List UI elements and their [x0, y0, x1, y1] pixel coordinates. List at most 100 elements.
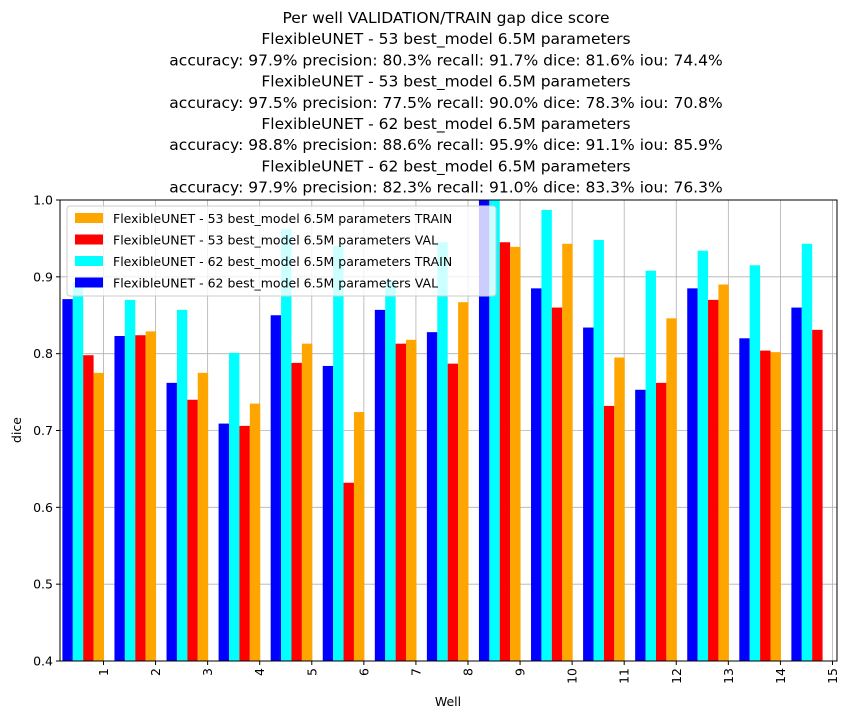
x-tick-label: 13 [721, 668, 736, 684]
x-axis-label: Well [435, 694, 461, 709]
bar [739, 338, 750, 661]
y-tick-label: 0.8 [33, 346, 53, 361]
bar [583, 327, 594, 661]
bar [812, 329, 823, 661]
legend-swatch [75, 213, 103, 223]
bar [635, 389, 646, 661]
x-tick-label: 8 [460, 668, 475, 676]
bar [562, 243, 573, 661]
x-tick-label: 6 [356, 668, 371, 676]
x-tick-label: 12 [669, 668, 684, 684]
y-axis-ticks: 0.4 0.5 0.6 0.7 0.8 0.9 1.0 [33, 193, 60, 669]
bar [239, 425, 250, 661]
x-tick-label: 1 [96, 668, 111, 676]
bar [301, 343, 313, 661]
x-tick-label: 14 [773, 668, 788, 684]
bar [708, 299, 719, 661]
bar [749, 265, 761, 661]
bar [489, 200, 500, 661]
bar [145, 331, 157, 661]
legend-box [66, 205, 497, 297]
title-line: FlexibleUNET - 62 best_model 6.5M parame… [261, 115, 630, 134]
bar [333, 246, 344, 661]
bar [135, 335, 146, 661]
title-line: FlexibleUNET - 62 best_model 6.5M parame… [261, 157, 630, 176]
x-tick-label: 3 [200, 668, 215, 676]
x-axis-ticks: 1 2 3 4 5 6 7 8 9 10 11 12 13 14 15 [96, 661, 840, 684]
y-tick-label: 0.6 [33, 500, 53, 515]
legend-swatch [75, 234, 103, 245]
bar [437, 242, 448, 661]
bar [666, 318, 677, 661]
bar [478, 200, 490, 661]
legend-swatch [75, 256, 103, 266]
bar [270, 315, 282, 661]
x-tick-label: 9 [513, 668, 528, 676]
bar [614, 357, 625, 661]
x-tick-label: 11 [617, 668, 632, 684]
bar [166, 382, 177, 661]
bar [176, 309, 188, 661]
bar [603, 405, 615, 661]
bar [687, 288, 698, 661]
y-tick-label: 1.0 [33, 193, 53, 208]
bar [697, 250, 709, 661]
bar [218, 423, 230, 661]
bar [801, 243, 813, 661]
bar [62, 299, 73, 661]
bar [541, 209, 552, 661]
bar [593, 239, 604, 661]
bar [791, 307, 802, 661]
y-tick-label: 0.4 [33, 654, 53, 669]
bar [72, 282, 84, 661]
bar [291, 362, 302, 661]
bar [385, 280, 396, 661]
legend-entry: FlexibleUNET - 62 best_model 6.5M parame… [113, 276, 438, 291]
bar [395, 343, 407, 661]
x-tick-label: 7 [408, 668, 423, 676]
legend-entry: FlexibleUNET - 62 best_model 6.5M parame… [113, 254, 452, 269]
bar [197, 372, 209, 661]
bar [249, 403, 261, 661]
bar [499, 242, 511, 661]
bar [426, 332, 438, 661]
title-line: FlexibleUNET - 53 best_model 6.5M parame… [261, 73, 630, 92]
title-line: FlexibleUNET - 53 best_model 6.5M parame… [261, 30, 630, 49]
bar [760, 350, 771, 661]
bar [458, 302, 469, 661]
bar [93, 372, 104, 661]
y-tick-label: 0.7 [33, 423, 53, 438]
bar [114, 335, 125, 661]
x-tick-label: 2 [148, 668, 163, 676]
legend-entry: FlexibleUNET - 53 best_model 6.5M parame… [113, 211, 452, 226]
title-line: accuracy: 98.8% precision: 88.6% recall:… [169, 136, 722, 154]
legend-swatch [75, 277, 103, 288]
y-tick-label: 0.9 [33, 269, 53, 284]
bar [551, 307, 563, 661]
y-axis-label: dice [9, 417, 24, 443]
y-tick-label: 0.5 [33, 577, 53, 592]
x-tick-label: 5 [304, 668, 319, 676]
bar [510, 246, 521, 661]
bar [770, 352, 781, 661]
bar [718, 284, 729, 661]
bar [83, 355, 94, 661]
bar [353, 412, 365, 661]
bar [531, 288, 542, 661]
bar [447, 363, 459, 661]
bar [374, 309, 386, 661]
title-line: accuracy: 97.5% precision: 77.5% recall:… [169, 94, 722, 112]
bar [343, 482, 354, 661]
title-line: accuracy: 97.9% precision: 80.3% recall:… [169, 51, 722, 69]
bar [281, 229, 292, 661]
bar [655, 382, 667, 661]
title-line: accuracy: 97.9% precision: 82.3% recall:… [169, 179, 722, 197]
bar [322, 365, 334, 661]
bars [62, 200, 823, 661]
bar [124, 299, 136, 661]
legend-entry: FlexibleUNET - 53 best_model 6.5M parame… [113, 233, 438, 248]
x-tick-label: 15 [825, 668, 840, 684]
bar [645, 270, 656, 661]
bar [229, 352, 240, 661]
